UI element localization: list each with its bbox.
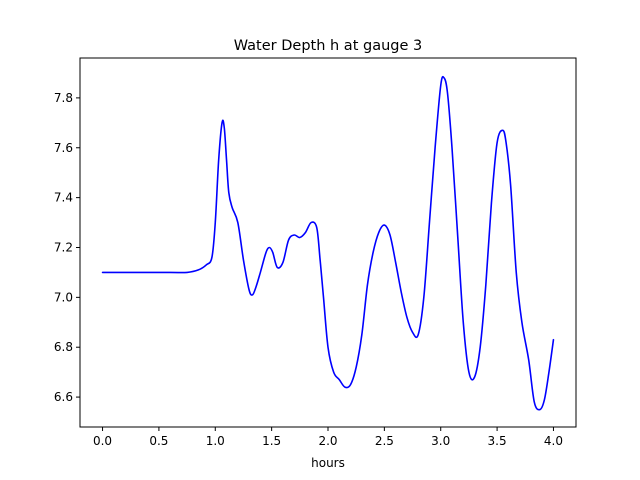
x-axis: 0.0 0.5 1.0 1.5 2.0 2.5 3.0 3.5 4.0 xyxy=(93,427,563,448)
x-tick-label: 1.5 xyxy=(262,434,281,448)
y-tick-label: 7.2 xyxy=(54,240,73,254)
x-tick-label: 0.0 xyxy=(93,434,112,448)
x-tick-label: 4.0 xyxy=(544,434,563,448)
y-tick-label: 6.8 xyxy=(54,340,73,354)
series-line-h xyxy=(101,75,555,411)
y-tick-label: 7.6 xyxy=(54,141,73,155)
y-tick-label: 7.0 xyxy=(54,290,73,304)
x-axis-label: hours xyxy=(311,456,345,470)
x-tick-label: 3.0 xyxy=(431,434,450,448)
x-tick-label: 2.5 xyxy=(375,434,394,448)
x-tick-label: 1.0 xyxy=(206,434,225,448)
series-layer xyxy=(101,75,555,411)
y-axis: 6.6 6.8 7.0 7.2 7.4 7.6 7.8 xyxy=(54,91,80,404)
y-tick-label: 6.6 xyxy=(54,390,73,404)
x-tick-label: 0.5 xyxy=(149,434,168,448)
x-tick-label: 3.5 xyxy=(488,434,507,448)
chart-title: Water Depth h at gauge 3 xyxy=(234,38,422,54)
y-tick-label: 7.4 xyxy=(54,191,73,205)
y-tick-label: 7.8 xyxy=(54,91,73,105)
x-tick-label: 2.0 xyxy=(318,434,337,448)
